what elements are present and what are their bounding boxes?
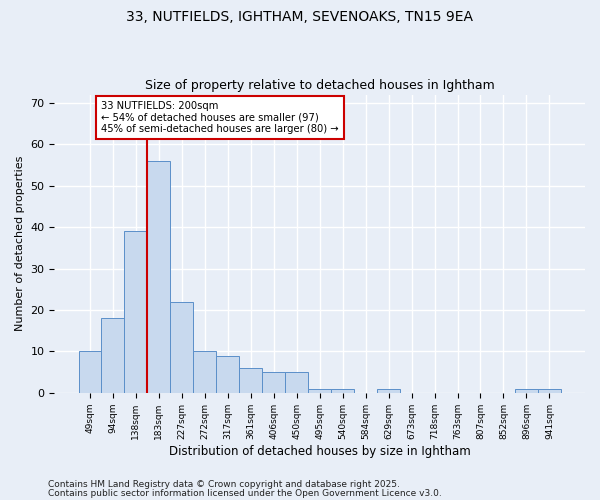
Bar xyxy=(239,368,262,393)
Bar xyxy=(262,372,285,393)
Bar xyxy=(285,372,308,393)
Title: Size of property relative to detached houses in Ightham: Size of property relative to detached ho… xyxy=(145,79,494,92)
Bar xyxy=(331,388,354,393)
X-axis label: Distribution of detached houses by size in Ightham: Distribution of detached houses by size … xyxy=(169,444,470,458)
Text: 33 NUTFIELDS: 200sqm
← 54% of detached houses are smaller (97)
45% of semi-detac: 33 NUTFIELDS: 200sqm ← 54% of detached h… xyxy=(101,101,339,134)
Bar xyxy=(538,388,561,393)
Bar xyxy=(193,352,217,393)
Bar xyxy=(170,302,193,393)
Bar xyxy=(101,318,124,393)
Bar xyxy=(124,232,148,393)
Bar xyxy=(148,161,170,393)
Bar xyxy=(79,352,101,393)
Bar xyxy=(217,356,239,393)
Bar xyxy=(308,388,331,393)
Text: Contains HM Land Registry data © Crown copyright and database right 2025.: Contains HM Land Registry data © Crown c… xyxy=(48,480,400,489)
Text: Contains public sector information licensed under the Open Government Licence v3: Contains public sector information licen… xyxy=(48,488,442,498)
Bar xyxy=(515,388,538,393)
Bar xyxy=(377,388,400,393)
Text: 33, NUTFIELDS, IGHTHAM, SEVENOAKS, TN15 9EA: 33, NUTFIELDS, IGHTHAM, SEVENOAKS, TN15 … xyxy=(127,10,473,24)
Y-axis label: Number of detached properties: Number of detached properties xyxy=(15,156,25,332)
